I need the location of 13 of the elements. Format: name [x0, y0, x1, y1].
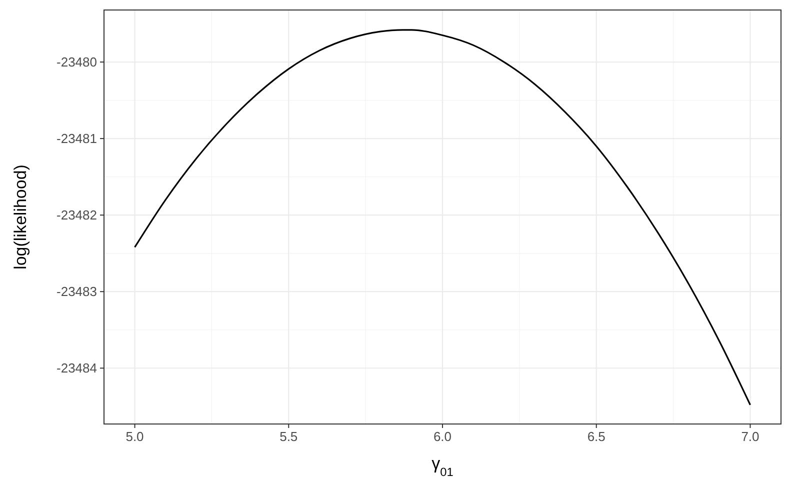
- y-tick-label: -23484: [56, 360, 97, 376]
- x-tick-label: 6.0: [433, 429, 452, 444]
- line-series: [134, 29, 752, 406]
- x-tick-label: 6.5: [587, 429, 606, 444]
- x-tick-label: 5.5: [280, 429, 298, 444]
- x-tick-label: 5.0: [126, 429, 144, 444]
- x-tick-label: 7.0: [741, 429, 760, 444]
- y-axis-title: log(likelihood): [11, 164, 30, 270]
- x-axis-title: γ$_{01}$: [432, 454, 454, 479]
- y-tick-label: -23482: [56, 208, 97, 223]
- y-tick-label: -23483: [56, 284, 97, 300]
- y-tick-label: -23480: [56, 54, 97, 70]
- y-tick-label: -23481: [56, 131, 97, 146]
